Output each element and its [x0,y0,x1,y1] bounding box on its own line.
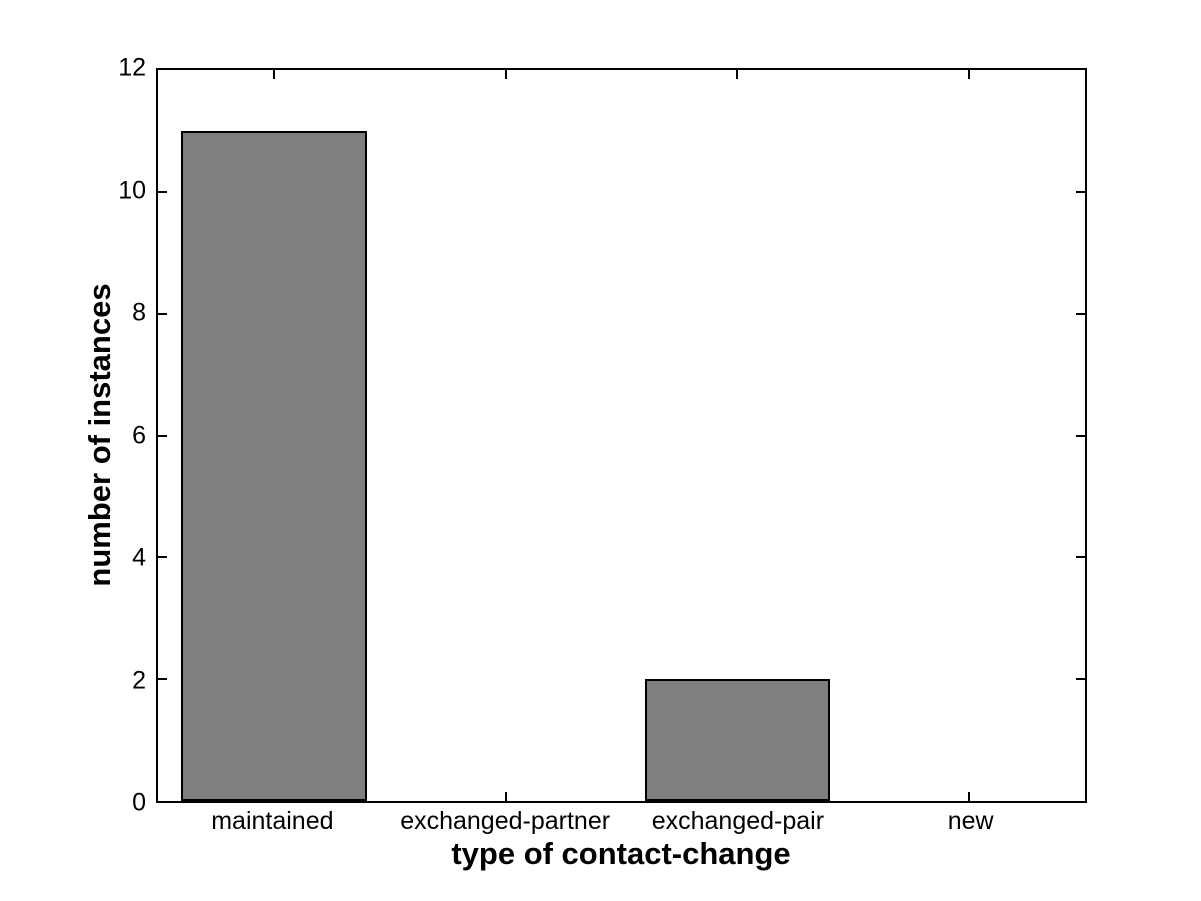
y-tick-label: 0 [132,788,146,817]
x-tick-label: new [947,807,994,835]
y-tick-mark [1076,678,1085,681]
bar-maintained [181,130,367,801]
y-tick-mark [1076,556,1085,559]
x-tick-label: exchanged-pair [651,807,825,835]
y-tick-mark [1076,190,1085,193]
plot-area [156,68,1087,803]
x-tick-label: maintained [211,807,334,835]
y-tick-mark [158,678,167,681]
y-tick-label: 10 [118,176,146,204]
y-tick-mark [158,312,167,315]
y-tick-label: 12 [118,53,146,82]
y-tick-mark [158,434,167,437]
x-tick-mark [504,70,507,79]
y-tick-mark [1076,434,1085,437]
bar-exchanged-pair [644,679,831,801]
x-tick-mark [272,70,275,79]
x-tick-label: exchanged-partner [400,807,611,835]
x-tick-mark [736,70,739,79]
y-tick-label: 8 [132,298,146,327]
y-tick-label: 2 [132,666,146,694]
y-tick-label: 4 [132,543,146,572]
y-tick-mark [158,190,167,193]
y-tick-mark [158,556,167,559]
x-tick-mark [968,70,971,79]
x-tick-mark [968,792,971,801]
x-tick-mark [504,792,507,801]
y-tick-label: 6 [132,421,146,449]
y-tick-mark [1076,312,1085,315]
x-axis-label: type of contact-change [451,836,791,871]
